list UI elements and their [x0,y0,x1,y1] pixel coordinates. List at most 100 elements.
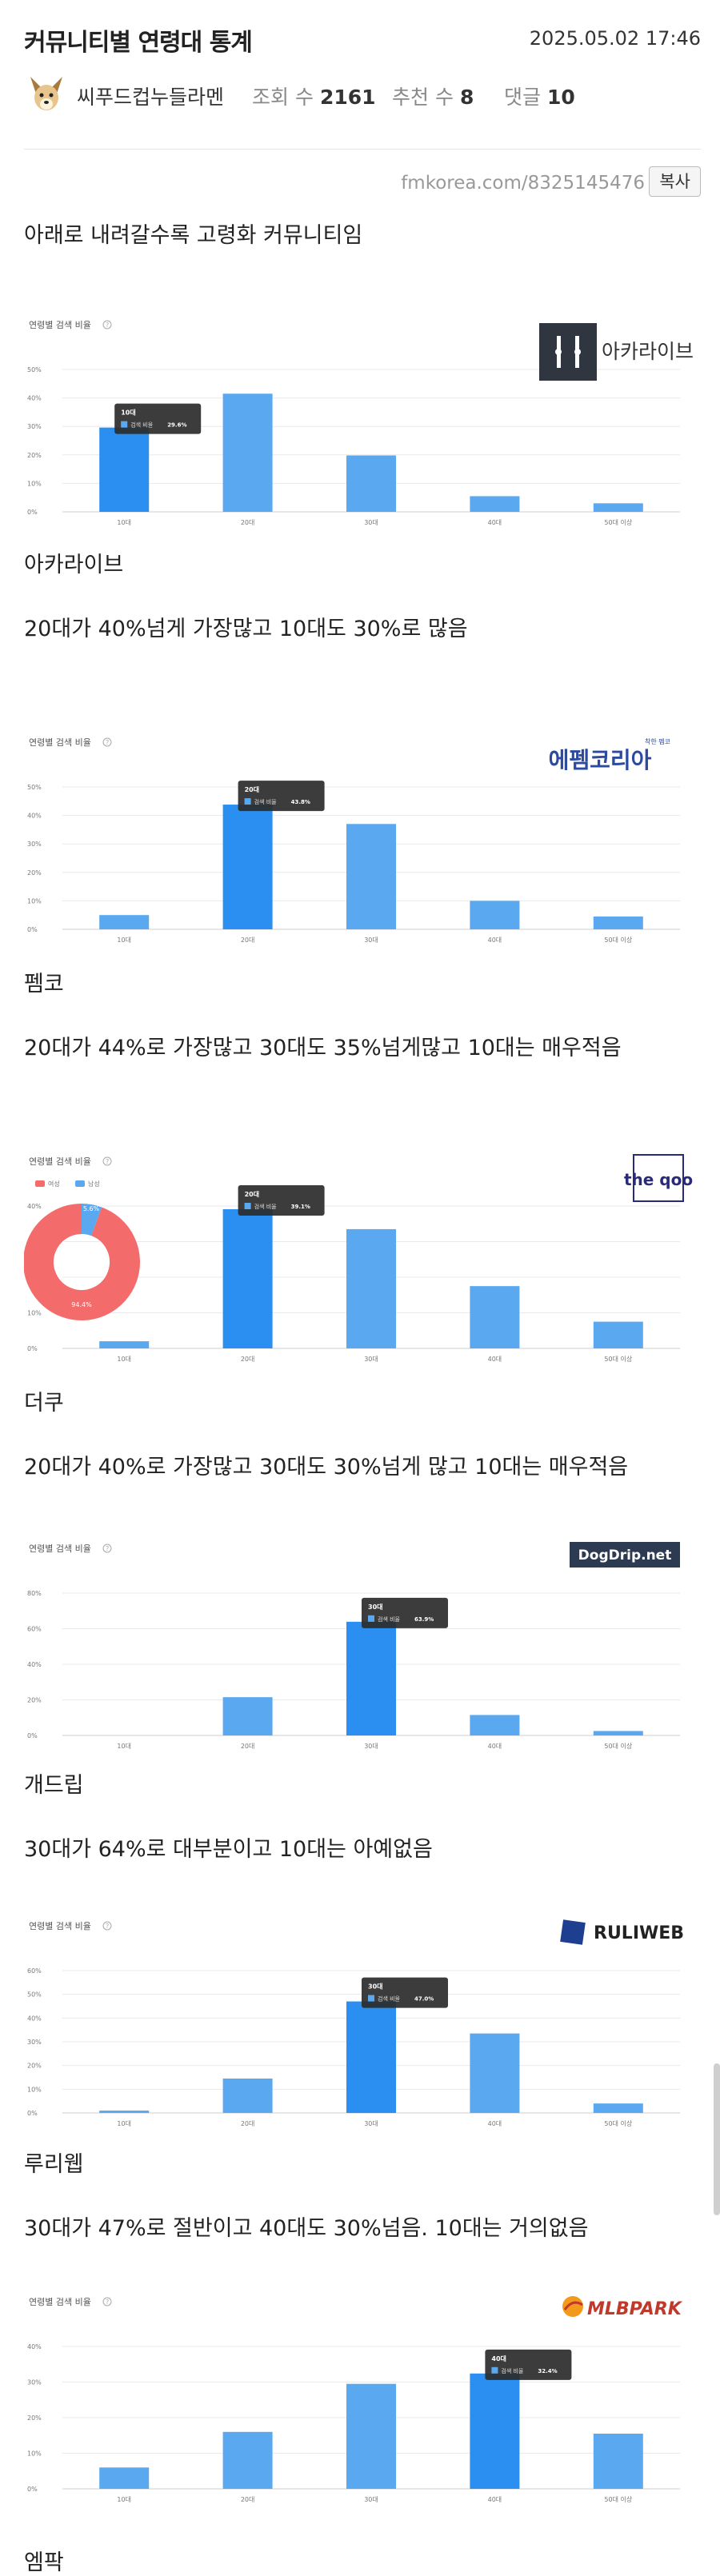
bar-1[interactable] [222,2078,273,2113]
bar-4[interactable] [593,916,643,929]
section-title-ruliweb: 루리웹 [24,2152,84,2177]
bar-2[interactable] [346,2383,396,2489]
info-icon: ? [102,1921,112,1931]
tooltip-value: 47.0% [414,1996,434,2003]
chart-svg: 연령별 검색 비율 ? 0% 10% 20% 30% 40% 10대 20대 30대 40대 50대 … [27,2296,683,2503]
tooltip-box [485,2349,572,2380]
author-name[interactable]: 씨푸드컵누들라멘 [77,86,225,109]
age-chart-theqoo: 연령별 검색 비율? 0% 10% 20% 30% 40% 10대 20대 30대 40대 50대 … [24,1148,701,1372]
header-divider [24,149,701,150]
bar-2[interactable] [346,2001,396,2113]
legend-swatch-male [75,1180,85,1187]
bar-2[interactable] [346,455,396,512]
y-tick-label: 0% [27,926,38,933]
bar-4[interactable] [593,2103,643,2113]
chart-title: 연령별 검색 비율 [29,1156,91,1167]
chart-title: 연령별 검색 비율 [29,1544,91,1554]
bar-0[interactable] [99,2111,150,2113]
x-tick-label: 20대 [241,2120,255,2127]
section-desc-arca: 20대가 40%넘게 가장많고 10대도 30%로 많음 [24,617,468,641]
x-tick-label: 40대 [488,1356,502,1363]
comment-count[interactable]: 댓글 10 [504,82,575,110]
bar-3[interactable] [470,2033,520,2113]
bar-3[interactable] [470,901,520,929]
donut-slice-male[interactable] [24,1204,140,1320]
bar-1[interactable] [222,393,273,512]
bar-1[interactable] [222,805,273,929]
age-chart-ruliweb: 연령별 검색 비율? 0% 10% 20% 30% 40% 50% 60% 10대 20대 30대 4… [24,1913,701,2137]
bar-4[interactable] [593,1731,643,1735]
like-count-label: 추천 수 [392,86,454,109]
svg-text:?: ? [106,1923,109,1930]
y-tick-label: 50% [27,366,42,373]
tooltip-label: 검색 비율 [254,798,278,805]
y-tick-label: 10% [27,1310,42,1317]
tooltip-label: 검색 비율 [130,421,154,429]
bar-0[interactable] [99,915,150,929]
bar-3[interactable] [470,496,520,512]
section-desc-theqoo: 20대가 40%로 가장많고 30대도 30%넘게 많고 10대는 매우적음 [24,1455,629,1480]
copy-url-button[interactable]: 복사 [649,166,701,197]
tooltip-swatch [368,1615,374,1622]
y-tick-label: 30% [27,2379,42,2386]
post-header: 커뮤니티별 연령대 통계 2025.05.02 17:46 [24,22,701,57]
info-icon: ? [102,737,112,747]
legend-female: 여성 [48,1180,60,1188]
bar-4[interactable] [593,2434,643,2489]
tooltip-box [362,1597,448,1628]
post-url[interactable]: fmkorea.com/8325145476 [401,173,645,194]
bar-1[interactable] [222,1209,273,1348]
y-tick-label: 10% [27,2086,42,2093]
legend-swatch-female [35,1180,45,1187]
scrollbar[interactable] [714,2063,720,2215]
y-tick-label: 0% [27,1732,38,1739]
bar-3[interactable] [470,1286,520,1348]
y-tick-label: 20% [27,869,42,877]
ruliweb-logo-icon [560,1919,586,1945]
x-tick-label: 10대 [117,519,131,526]
bar-0[interactable] [99,2467,150,2489]
y-tick-label: 20% [27,2414,42,2422]
y-tick-label: 40% [27,1203,42,1210]
bar-1[interactable] [222,1697,273,1735]
fmkorea-logo-sub: 착한 펨코 [645,737,670,745]
bar-3[interactable] [470,1715,520,1735]
section-title-arca: 아카라이브 [24,553,124,577]
tooltip-value: 43.8% [291,799,310,805]
bar-4[interactable] [593,1321,643,1348]
bar-3[interactable] [470,2373,520,2489]
tooltip-swatch [368,1995,374,2002]
bar-1[interactable] [222,2431,273,2489]
comment-count-value: 10 [547,86,575,109]
bar-2[interactable] [346,1228,396,1348]
y-tick-label: 10% [27,897,42,905]
avatar[interactable] [24,72,69,117]
section-title-mlbpark: 엠팍 [24,2550,64,2575]
y-tick-label: 60% [27,1967,42,1975]
like-count-value: 8 [459,86,474,109]
logo-dogdrip: DogDrip.net [570,1542,680,1568]
donut-label-male: 5.6% [83,1205,100,1212]
mlbpark-logo-icon [562,2296,583,2317]
info-icon: ? [102,1156,112,1166]
post-date: 2025.05.02 17:46 [529,27,701,50]
chart-svg: 연령별 검색 비율 ? 0% 20% 40% 60% 80% 10대 20대 30대 40대 50대 … [27,1542,680,1750]
bar-0[interactable] [99,1341,150,1348]
tooltip-label: 검색 비율 [378,1615,401,1623]
mlbpark-logo-text: MLBPARK [587,2299,683,2319]
y-tick-label: 10% [27,2450,42,2458]
tooltip-title: 30대 [368,1603,383,1611]
bar-2[interactable] [346,1621,396,1735]
bar-2[interactable] [346,824,396,929]
y-tick-label: 40% [27,2343,42,2350]
bar-0[interactable] [99,427,150,512]
x-tick-label: 30대 [364,2120,378,2127]
theqoo-logo-frame [633,1154,684,1202]
y-tick-label: 20% [27,1697,42,1704]
bar-4[interactable] [593,503,643,512]
arca-logo-text: 아카라이브 [602,340,694,363]
svg-text:?: ? [106,322,109,329]
svg-text:?: ? [106,2298,109,2306]
